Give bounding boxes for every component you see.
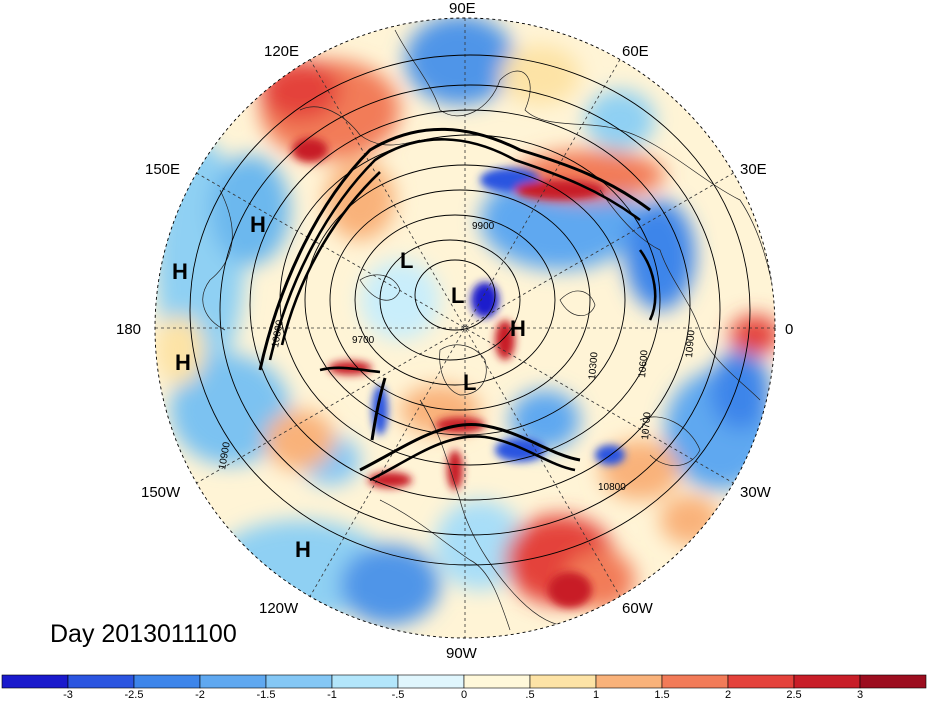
lon-label-30w: 30W	[740, 484, 772, 501]
colorbar-swatch	[463, 674, 531, 689]
lon-label-0: 0	[785, 321, 793, 338]
colorbar-swatch	[1, 674, 69, 689]
colorbar-swatch	[133, 674, 201, 689]
colorbar-tick-label: 3	[857, 689, 863, 701]
lon-label-120e: 120E	[264, 43, 299, 60]
lon-label-150w: 150W	[141, 484, 181, 501]
colorbar-tick-label: -1	[327, 689, 337, 701]
colorbar-swatch	[859, 674, 927, 689]
colorbar-swatch	[67, 674, 135, 689]
colorbar-swatch	[529, 674, 597, 689]
lon-label-90w: 90W	[446, 645, 478, 662]
colorbar-tick-label: 2.5	[786, 689, 801, 701]
contour-label: 10900	[217, 441, 233, 471]
date-label: Day 2013011100	[50, 620, 237, 648]
lon-label-150e: 150E	[145, 161, 180, 178]
colorbar-tick-label: -.5	[392, 689, 405, 701]
colorbar: -3 -2.5 -2 -1.5 -1 -.5 0 .5 1 1.5 2 2.5 3	[1, 674, 927, 701]
contour-label: 10900	[684, 329, 697, 358]
lon-label-60w: 60W	[622, 600, 654, 617]
colorbar-swatch	[199, 674, 267, 689]
lon-label-180: 180	[116, 321, 141, 338]
lon-label-120w: 120W	[259, 600, 299, 617]
contour-label: 10700	[640, 411, 653, 440]
low-center: L	[451, 283, 464, 308]
contour-label: 10800	[270, 319, 286, 349]
colorbar-swatch	[727, 674, 795, 689]
map-boundary	[154, 17, 776, 639]
colorbar-tick-label: -1.5	[257, 689, 276, 701]
low-center: L	[400, 248, 413, 273]
colorbar-swatch	[661, 674, 729, 689]
colorbar-tick-label: -2.5	[125, 689, 144, 701]
colorbar-tick-label: 1.5	[654, 689, 669, 701]
lon-label-90e: 90E	[449, 0, 476, 17]
colorbar-swatch	[793, 674, 861, 689]
colorbar-swatch	[265, 674, 333, 689]
high-center: H	[172, 259, 188, 284]
colorbar-tick-label: 0	[461, 689, 467, 701]
colorbar-tick-label: -3	[63, 689, 73, 701]
contour-label: 10600	[637, 349, 650, 378]
high-center: H	[510, 316, 526, 341]
colorbar-swatch	[331, 674, 399, 689]
colorbar-tick-label: .5	[525, 689, 534, 701]
colorbar-tick-label: -2	[195, 689, 205, 701]
colorbar-swatch	[595, 674, 663, 689]
colorbar-tick-label: 1	[593, 689, 599, 701]
lon-label-30e: 30E	[740, 161, 767, 178]
contour-label: 9700	[352, 335, 375, 346]
contour-label: 10300	[587, 351, 600, 380]
lon-label-60e: 60E	[622, 43, 649, 60]
contour-label: 9900	[472, 221, 495, 232]
high-center: H	[250, 212, 266, 237]
colorbar-swatch	[397, 674, 465, 689]
contour-label: 10800	[598, 482, 626, 493]
high-center: H	[295, 537, 311, 562]
low-center: L	[463, 370, 476, 395]
height-contours	[189, 54, 751, 566]
colorbar-tick-label: 2	[725, 689, 731, 701]
high-center: H	[175, 350, 191, 375]
